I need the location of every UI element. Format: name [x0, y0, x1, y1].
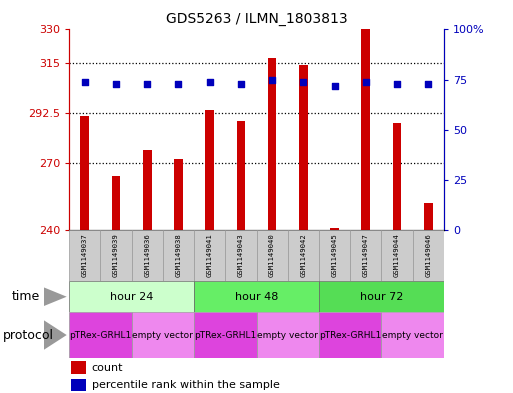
Bar: [70, 361, 86, 373]
Text: GSM1149047: GSM1149047: [363, 233, 369, 277]
Bar: [236, 121, 245, 230]
Polygon shape: [44, 320, 67, 350]
Text: GSM1149037: GSM1149037: [82, 233, 88, 277]
Bar: [424, 203, 432, 230]
Bar: [143, 150, 152, 230]
Bar: [205, 110, 214, 230]
Text: empty vector: empty vector: [132, 331, 193, 340]
Bar: [288, 230, 319, 281]
Bar: [381, 312, 444, 358]
Point: [362, 79, 370, 85]
Bar: [392, 123, 401, 230]
Text: GSM1149039: GSM1149039: [113, 233, 119, 277]
Point: [143, 81, 151, 87]
Text: empty vector: empty vector: [382, 331, 443, 340]
Bar: [163, 230, 194, 281]
Text: hour 72: hour 72: [360, 292, 403, 302]
Text: hour 48: hour 48: [235, 292, 278, 302]
Text: GSM1149036: GSM1149036: [144, 233, 150, 277]
Point: [330, 83, 339, 89]
Bar: [299, 65, 308, 230]
Text: empty vector: empty vector: [258, 331, 318, 340]
Text: GSM1149045: GSM1149045: [331, 233, 338, 277]
Text: pTRex-GRHL1: pTRex-GRHL1: [319, 331, 381, 340]
Bar: [69, 312, 132, 358]
Point: [112, 81, 120, 87]
Point: [268, 76, 276, 83]
Text: GSM1149040: GSM1149040: [269, 233, 275, 277]
Point: [237, 81, 245, 87]
Text: pTRex-GRHL1: pTRex-GRHL1: [69, 331, 132, 340]
Bar: [194, 230, 225, 281]
Bar: [225, 230, 256, 281]
Text: protocol: protocol: [3, 329, 53, 342]
Bar: [70, 379, 86, 391]
Bar: [350, 230, 381, 281]
Bar: [268, 59, 277, 230]
Point: [424, 81, 432, 87]
Point: [299, 79, 307, 85]
Text: percentile rank within the sample: percentile rank within the sample: [92, 380, 280, 390]
Point: [206, 79, 214, 85]
Bar: [194, 281, 319, 312]
Point: [393, 81, 401, 87]
Bar: [81, 116, 89, 230]
Bar: [381, 230, 412, 281]
Bar: [174, 159, 183, 230]
Bar: [319, 312, 381, 358]
Bar: [319, 281, 444, 312]
Title: GDS5263 / ILMN_1803813: GDS5263 / ILMN_1803813: [166, 12, 347, 26]
Text: count: count: [92, 362, 123, 373]
Text: GSM1149044: GSM1149044: [394, 233, 400, 277]
Bar: [112, 176, 121, 230]
Bar: [69, 230, 101, 281]
Text: hour 24: hour 24: [110, 292, 153, 302]
Bar: [330, 228, 339, 230]
Bar: [361, 29, 370, 230]
Polygon shape: [44, 287, 67, 306]
Text: GSM1149046: GSM1149046: [425, 233, 431, 277]
Text: GSM1149038: GSM1149038: [175, 233, 182, 277]
Text: time: time: [11, 290, 40, 303]
Text: GSM1149042: GSM1149042: [300, 233, 306, 277]
Text: pTRex-GRHL1: pTRex-GRHL1: [194, 331, 256, 340]
Point: [81, 79, 89, 85]
Bar: [69, 281, 194, 312]
Bar: [132, 230, 163, 281]
Text: GSM1149041: GSM1149041: [207, 233, 213, 277]
Bar: [101, 230, 132, 281]
Bar: [412, 230, 444, 281]
Bar: [256, 230, 288, 281]
Text: GSM1149043: GSM1149043: [238, 233, 244, 277]
Bar: [256, 312, 319, 358]
Bar: [319, 230, 350, 281]
Bar: [132, 312, 194, 358]
Point: [174, 81, 183, 87]
Bar: [194, 312, 256, 358]
